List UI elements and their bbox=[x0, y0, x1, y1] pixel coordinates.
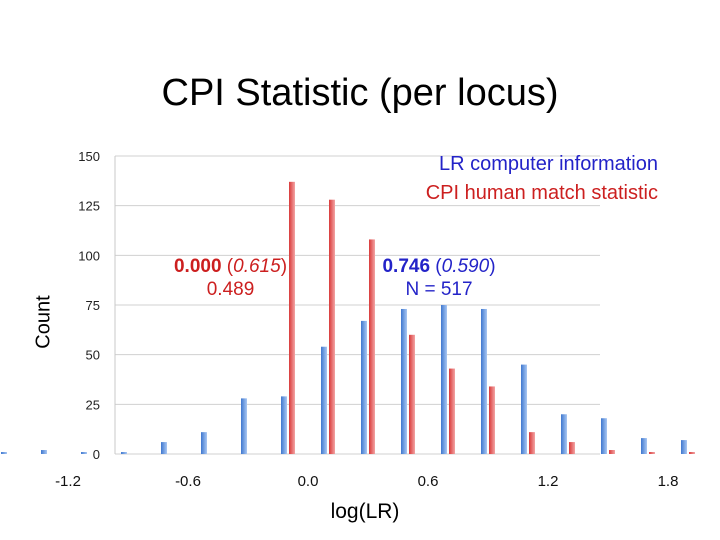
bars bbox=[1, 181, 695, 454]
bar-cpi bbox=[649, 452, 655, 454]
bar-lr bbox=[321, 346, 327, 454]
x-tick-label: 0.6 bbox=[418, 473, 439, 490]
y-tick-label: 0 bbox=[93, 447, 100, 462]
y-tick-label: 125 bbox=[78, 199, 100, 214]
bar-lr bbox=[481, 308, 487, 454]
annotation-right-italic: 0.590 bbox=[441, 256, 490, 277]
bar-cpi bbox=[329, 199, 335, 454]
bar-lr bbox=[41, 450, 47, 454]
bar-lr bbox=[281, 396, 287, 454]
annotation-left-line2: 0.489 bbox=[206, 278, 255, 300]
bar-lr bbox=[201, 432, 207, 454]
x-tick-label: 1.2 bbox=[538, 473, 559, 490]
bar-cpi bbox=[689, 452, 695, 454]
y-tick-labels: 0 25 50 75 100 125 150 bbox=[78, 149, 100, 462]
legend-entry-cpi: CPI human match statistic bbox=[425, 182, 658, 204]
annotation-right-line2: N = 517 bbox=[405, 278, 473, 300]
bar-cpi bbox=[449, 368, 455, 454]
x-axis-label: log(LR) bbox=[330, 500, 400, 523]
grid-lines bbox=[114, 155, 600, 455]
bar-lr bbox=[161, 442, 167, 454]
bar-lr bbox=[561, 414, 567, 454]
bar-lr bbox=[401, 308, 407, 454]
bar-lr bbox=[521, 364, 527, 454]
bar-cpi bbox=[289, 181, 295, 454]
bar-lr bbox=[361, 320, 367, 454]
x-tick-labels: -1.8-1.2-0.60.00.61.21.82.4 bbox=[55, 473, 679, 490]
bar-lr bbox=[681, 440, 687, 454]
bar-cpi bbox=[489, 386, 495, 454]
chart-title: CPI Statistic (per locus) bbox=[161, 72, 559, 114]
y-axis-label: Count bbox=[32, 295, 55, 349]
annotation-cpi-stats: 0.000 (0.615) 0.489 bbox=[158, 256, 303, 302]
bar-cpi bbox=[409, 334, 415, 454]
bar-cpi bbox=[569, 442, 575, 454]
bar-cpi bbox=[609, 450, 615, 454]
x-tick-label: 0.0 bbox=[298, 473, 319, 490]
annotation-left-value: 0.000 bbox=[173, 256, 222, 277]
x-tick-label: 1.8 bbox=[658, 473, 679, 490]
bar-lr bbox=[601, 418, 607, 454]
bar-lr bbox=[641, 438, 647, 454]
x-tick-label: -1.2 bbox=[55, 473, 81, 490]
bar-lr bbox=[81, 452, 87, 454]
annotation-right-value: 0.746 bbox=[382, 256, 431, 277]
annotation-left-italic: 0.615 bbox=[233, 256, 281, 277]
y-tick-label: 150 bbox=[78, 149, 100, 164]
bar-lr bbox=[1, 452, 7, 454]
legend-entry-lr: LR computer information bbox=[439, 153, 658, 175]
bar-lr bbox=[121, 452, 127, 454]
annotation-lr-stats: 0.746 (0.590) N = 517 bbox=[364, 256, 514, 302]
bar-cpi bbox=[369, 239, 375, 454]
x-tick-label: -0.6 bbox=[175, 473, 201, 490]
y-tick-label: 75 bbox=[86, 298, 100, 313]
bar-lr bbox=[241, 398, 247, 454]
y-tick-label: 25 bbox=[86, 397, 100, 412]
bar-lr bbox=[441, 305, 447, 454]
y-tick-label: 100 bbox=[78, 248, 100, 263]
bar-cpi bbox=[529, 432, 535, 454]
y-tick-label: 50 bbox=[86, 348, 100, 363]
